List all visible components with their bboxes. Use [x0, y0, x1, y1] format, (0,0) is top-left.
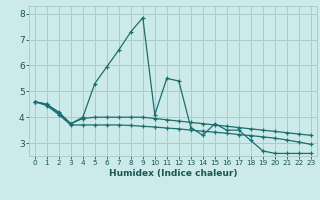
X-axis label: Humidex (Indice chaleur): Humidex (Indice chaleur) [108, 169, 237, 178]
